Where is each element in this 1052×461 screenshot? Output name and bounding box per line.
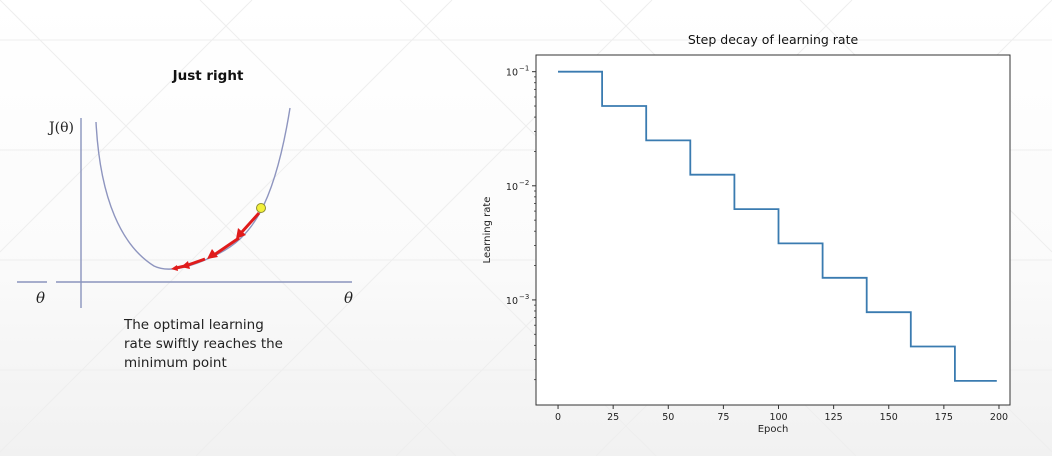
y-tick-label: 10 xyxy=(506,68,518,79)
caption-line-3: minimum point xyxy=(124,355,227,371)
x-tick-label: 50 xyxy=(662,412,674,423)
y-tick-label: 10 xyxy=(506,182,518,193)
x-tick-label: 200 xyxy=(990,412,1008,423)
diagram-canvas: Just right J(θ) θ θ xyxy=(17,68,353,308)
y-axis-label: J(θ) xyxy=(47,120,74,136)
y-axis-ticks: 10−110−210−3 xyxy=(506,65,536,381)
y-axis-label-chart: Learning rate xyxy=(482,197,493,264)
x-tick-label: 75 xyxy=(717,412,729,423)
descent-arrow-1 xyxy=(239,211,261,235)
y-tick-exponent: −3 xyxy=(519,293,529,301)
descent-arrowhead-2 xyxy=(207,249,218,259)
y-tick-exponent: −2 xyxy=(519,179,529,187)
x-tick-label: 0 xyxy=(555,412,561,423)
diagram-title: Just right xyxy=(172,68,244,84)
step-decay-chart: Step decay of learning rate 10 −1 10 −2 10 −3… xyxy=(470,20,1030,445)
chart-canvas: Step decay of learning rate 10−110−210−3… xyxy=(482,32,1011,435)
x-axis-label-right: θ xyxy=(344,289,353,307)
y-tick-exponent: −1 xyxy=(519,65,529,73)
loss-curve xyxy=(95,107,291,270)
x-tick-label: 100 xyxy=(769,412,787,423)
x-tick-label: 125 xyxy=(825,412,843,423)
x-tick-label: 175 xyxy=(935,412,953,423)
x-tick-label: 25 xyxy=(607,412,619,423)
descent-arrowhead-1 xyxy=(236,228,246,239)
y-tick-label: 10 xyxy=(506,296,518,307)
descent-arrow-2 xyxy=(213,236,240,257)
descent-arrowhead-4 xyxy=(171,265,178,271)
chart-title: Step decay of learning rate xyxy=(688,32,859,47)
caption-line-2: rate swiftly reaches the xyxy=(124,336,283,352)
x-axis-label-left: θ xyxy=(36,289,45,307)
learning-rate-series-line xyxy=(558,70,997,382)
x-axis-ticks: 0 25 50 75 100 125 150 175 200 xyxy=(555,405,1008,423)
descent-arrow-4 xyxy=(175,264,186,270)
plot-area xyxy=(535,54,1011,406)
start-point-marker xyxy=(256,203,266,213)
x-axis-label: Epoch xyxy=(758,424,789,435)
descent-arrow-3 xyxy=(187,257,206,267)
caption-line-1: The optimal learning xyxy=(124,317,264,333)
x-tick-label: 150 xyxy=(880,412,898,423)
diagram-caption: The optimal learning rate swiftly reache… xyxy=(124,316,324,373)
gradient-descent-diagram: Just right J(θ) θ θ The optimal learning… xyxy=(0,0,380,456)
